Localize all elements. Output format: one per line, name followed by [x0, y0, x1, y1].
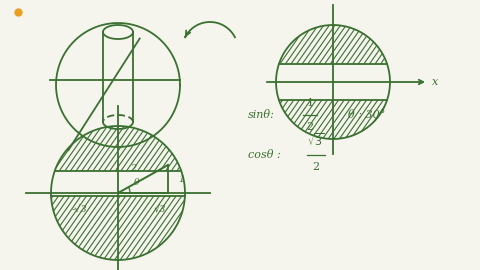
Text: θ : 30°: θ : 30°: [348, 110, 385, 120]
Text: 1: 1: [306, 98, 313, 108]
Text: x: x: [432, 77, 438, 87]
Text: sinθ:: sinθ:: [248, 110, 275, 120]
Text: $\sqrt{3}$: $\sqrt{3}$: [307, 131, 325, 148]
Text: 2: 2: [130, 164, 136, 173]
Text: -√3: -√3: [72, 205, 88, 214]
Text: 2: 2: [306, 122, 313, 132]
Text: cosθ :: cosθ :: [248, 150, 281, 160]
Text: √3: √3: [154, 205, 166, 214]
Text: 2: 2: [312, 162, 320, 172]
Text: θ: θ: [134, 178, 139, 187]
Text: 1: 1: [178, 174, 184, 184]
